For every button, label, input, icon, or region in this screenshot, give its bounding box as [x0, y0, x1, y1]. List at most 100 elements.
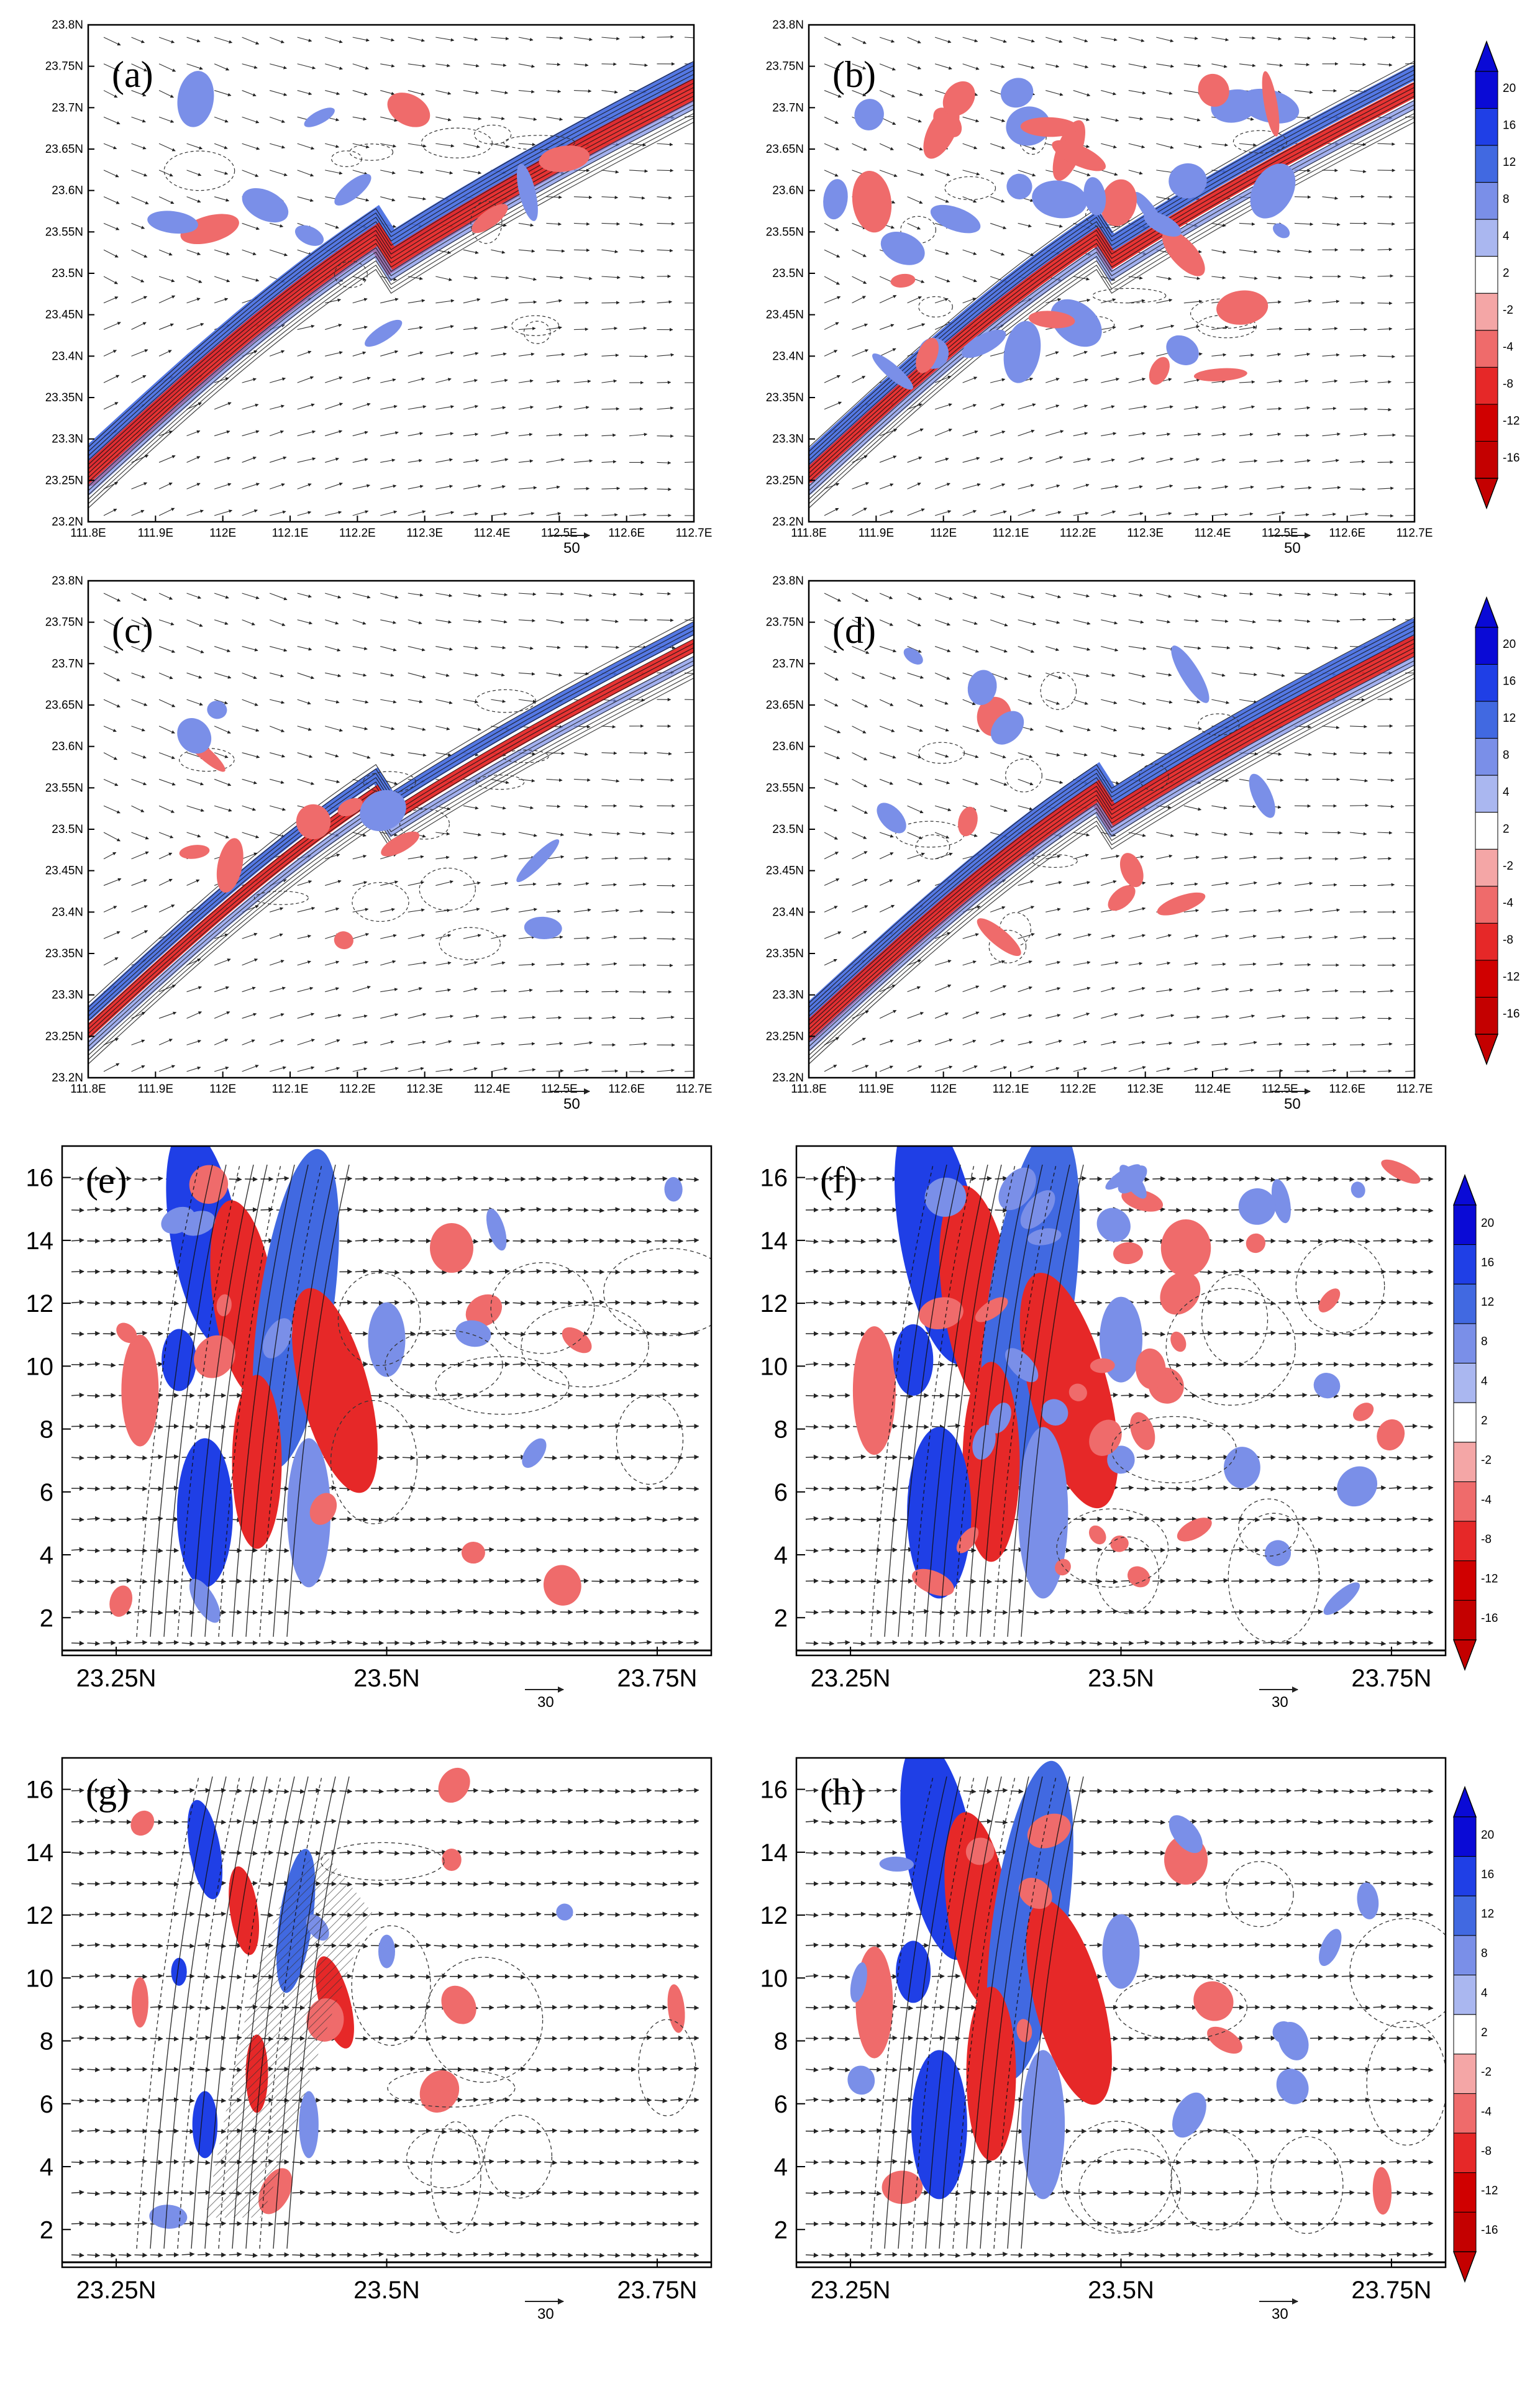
reference-vector-label: 30	[537, 1694, 554, 1711]
colorbar-segment	[1453, 1402, 1477, 1443]
x-tick-label: 23.25N	[76, 1665, 157, 1692]
plot-area	[62, 1146, 711, 1652]
shade-cell	[966, 1986, 1016, 2161]
shade-cell	[919, 1297, 964, 1330]
shade-cell	[149, 2205, 188, 2229]
y-tick-label: 23.5N	[772, 267, 804, 280]
negative-cell	[1100, 179, 1137, 227]
y-tick-label: 16	[26, 1777, 54, 1804]
y-tick-label: 8	[40, 2028, 53, 2055]
negative-cell	[472, 204, 508, 234]
colorbar-segment	[1475, 256, 1498, 294]
colorbar-segment	[1475, 145, 1498, 183]
shade-cell	[1207, 2026, 1242, 2054]
positive-cell	[1003, 321, 1041, 383]
plot-area	[796, 1146, 1446, 1652]
colorbar-label: 4	[1481, 1375, 1488, 1388]
y-tick-label: 23.75N	[45, 616, 83, 629]
colorbar: 20 16 12 8 4 2 -2 -4 -8 -12 -16	[1452, 1785, 1498, 2283]
y-tick-label: 23.45N	[766, 309, 804, 322]
shade-cell	[442, 1849, 462, 1871]
y-tick-label: 2	[774, 2216, 788, 2244]
shade-cell	[438, 1767, 470, 1803]
x-tick-label: 112.3E	[1127, 527, 1164, 540]
contour-lines	[809, 60, 1415, 509]
colorbar-segment	[1475, 182, 1498, 220]
negative-cell	[1262, 71, 1280, 137]
colorbar-label: -16	[1503, 452, 1519, 465]
shade-cell	[162, 1329, 197, 1391]
colorbar-label: 16	[1503, 119, 1516, 132]
shade-cell	[229, 1866, 260, 1955]
shade-cell	[907, 1427, 972, 1599]
colorbar-segment	[1475, 812, 1498, 850]
y-tick-label: 23.5N	[52, 267, 83, 280]
y-tick-label: 23.8N	[52, 19, 83, 32]
y-tick-label: 23.3N	[52, 989, 83, 1002]
y-tick-label: 14	[760, 1227, 788, 1255]
colorbar-segment	[1475, 849, 1498, 887]
negative-cell	[1198, 73, 1229, 107]
panels-layer: (a) 111.8E 111.9E 112E 112.1E 112.2E 112.3E 112…	[26, 19, 1520, 2323]
shade-cell	[852, 1326, 896, 1455]
shade-cell	[1127, 1566, 1150, 1588]
x-tick-label: 111.9E	[859, 1083, 894, 1096]
positive-cell	[877, 803, 906, 834]
y-tick-label: 23.6N	[772, 184, 804, 198]
y-tick-label: 4	[40, 1542, 53, 1569]
y-tick-label: 10	[760, 1965, 788, 1992]
negative-cell	[179, 845, 210, 859]
x-tick-label: 112.5E	[541, 1083, 578, 1096]
y-tick-label: 23.7N	[772, 101, 804, 114]
positive-cell	[360, 790, 406, 832]
positive-cell	[823, 179, 848, 220]
colorbar-label: -8	[1481, 2145, 1492, 2158]
colorbar-segment	[1453, 2054, 1477, 2094]
shade-cell	[1278, 2022, 1309, 2060]
y-tick-label: 16	[26, 1165, 54, 1192]
reference-vector-label: 30	[1272, 1694, 1288, 1711]
positive-cell	[1006, 173, 1032, 199]
y-tick-label: 2	[40, 1604, 53, 1632]
colorbar-segment	[1475, 404, 1498, 442]
colorbar-segment	[1453, 1895, 1477, 1936]
x-tick-label: 23.75N	[617, 2277, 697, 2304]
colorbar-label: -12	[1481, 1573, 1498, 1586]
y-tick-label: 23.7N	[772, 657, 804, 670]
shade-cell	[1113, 1242, 1143, 1265]
colorbar-segment	[1475, 996, 1498, 1035]
shade-cell	[1027, 1228, 1062, 1245]
shade-cell	[1264, 1540, 1292, 1567]
x-tick-label: 112E	[209, 1083, 236, 1096]
colorbar-label: 8	[1503, 193, 1510, 206]
colorbar-label: -16	[1481, 1612, 1498, 1625]
negative-cell	[1052, 140, 1106, 171]
colorbar-segment	[1453, 2211, 1477, 2252]
y-tick-label: 14	[26, 1227, 54, 1255]
colorbar-segment	[1475, 738, 1498, 776]
x-tick-label: 112.1E	[272, 1083, 309, 1096]
plot-area	[88, 592, 694, 1073]
y-tick-label: 23.4N	[772, 350, 804, 363]
shade-cell	[1136, 1348, 1166, 1390]
colorbar-segment	[1475, 293, 1498, 331]
colorbar-label: -2	[1503, 860, 1513, 873]
x-tick-label: 23.5N	[353, 1665, 420, 1692]
negative-cell	[958, 806, 978, 837]
shade-cell	[1026, 1900, 1112, 2105]
panel-e: (e) 23.25N 23.5N 23.75N 2 4 6 8 10 12 14 16 30	[26, 1145, 713, 1711]
vorticity-cells	[877, 645, 1275, 957]
plot-area	[796, 1758, 1446, 2264]
colorbar-label: 2	[1503, 823, 1510, 836]
shade-cell	[116, 1322, 137, 1344]
colorbar: 20 16 12 8 4 2 -2 -4 -8 -12 -16	[1452, 1173, 1498, 1672]
wind-vectors	[71, 1788, 699, 2258]
y-tick-label: 23.4N	[52, 350, 83, 363]
shade-cell	[1160, 1219, 1211, 1276]
colorbar-label: 12	[1503, 712, 1516, 725]
plot-area	[809, 592, 1415, 1073]
x-tick-label: 112.7E	[1396, 1083, 1433, 1096]
y-tick-label: 14	[26, 1839, 54, 1867]
colorbar-segment	[1453, 1283, 1477, 1324]
colorbar-segment	[1453, 1363, 1477, 1403]
